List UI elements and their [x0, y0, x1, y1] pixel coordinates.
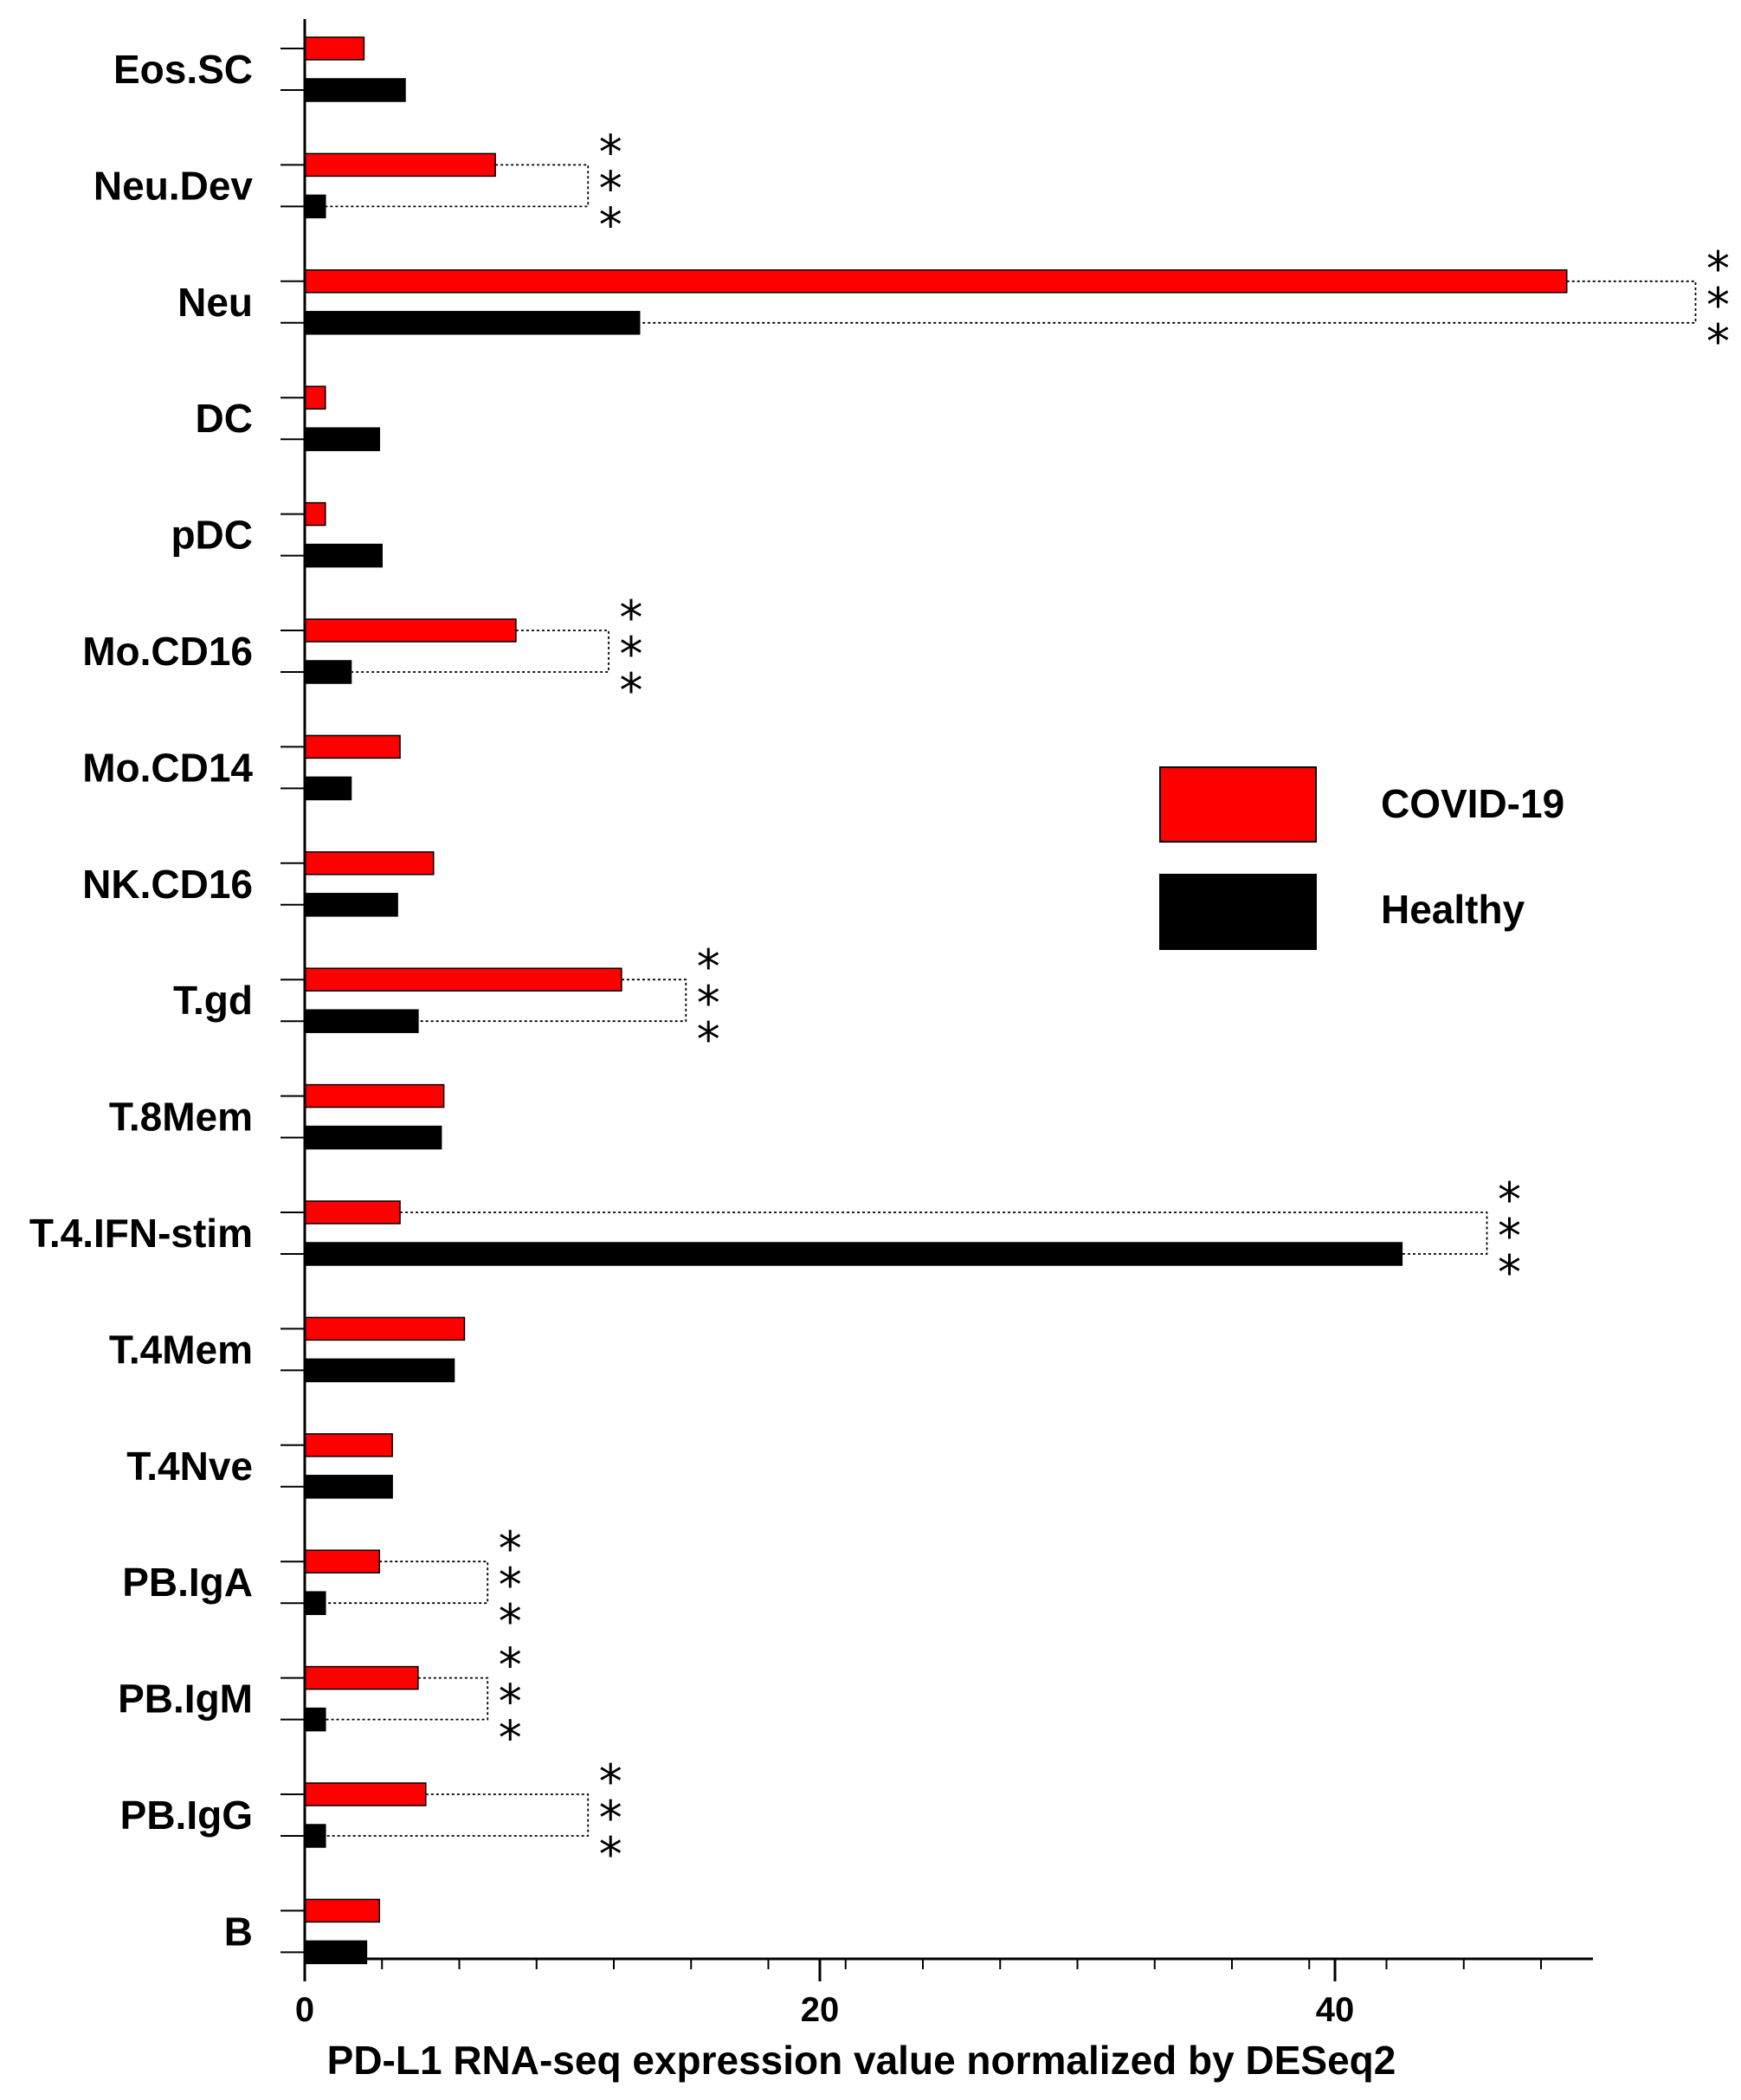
bar-dc-covid-19 — [304, 385, 326, 410]
bar-pb-igg-covid-19 — [304, 1782, 427, 1806]
bar-t-8mem-healthy — [304, 1125, 442, 1150]
significance-label-neu: * * * — [1706, 242, 1730, 369]
bars-layer — [304, 36, 1568, 1965]
x-tick-label-0: 0 — [295, 1991, 314, 2029]
legend: COVID-19 Healthy — [1159, 766, 1564, 950]
bar-neu-healthy — [304, 311, 641, 335]
significance-label-mo-cd16: * * * — [620, 591, 643, 718]
bar-eos-sc-healthy — [304, 78, 406, 102]
category-label-t-gd: T.gd — [173, 978, 253, 1023]
category-label-neu: Neu — [177, 280, 253, 325]
bar-dc-healthy — [304, 427, 381, 451]
significance-bracket-t-gd — [417, 979, 687, 1023]
category-label-pb-igg: PB.IgG — [120, 1793, 253, 1838]
bar-pb-igg-healthy — [304, 1824, 326, 1848]
category-label-b: B — [224, 1909, 253, 1954]
legend-label-covid-19: COVID-19 — [1381, 781, 1564, 826]
bar-pb-igm-healthy — [304, 1707, 326, 1732]
bar-t-4-ifn-stim-covid-19 — [304, 1200, 401, 1224]
bar-neu-covid-19 — [304, 269, 1568, 294]
category-label-nk-cd16: NK.CD16 — [82, 862, 253, 907]
bar-t-4nve-healthy — [304, 1475, 393, 1499]
category-label-mo-cd16: Mo.CD16 — [82, 629, 253, 674]
bar-mo-cd14-covid-19 — [304, 734, 401, 759]
category-label-pdc: pDC — [171, 513, 253, 558]
category-label-t-4-ifn-stim: T.4.IFN-stim — [29, 1211, 253, 1256]
category-label-t-4nve: T.4Nve — [126, 1444, 253, 1489]
category-label-eos-sc: Eos.SC — [113, 47, 253, 92]
category-label-pb-igm: PB.IgM — [118, 1677, 253, 1722]
significance-label-pb-igm: * * * — [499, 1638, 522, 1766]
significance-label-t-gd: * * * — [697, 940, 720, 1067]
bar-neu-dev-healthy — [304, 194, 326, 219]
bar-pb-iga-covid-19 — [304, 1549, 381, 1573]
axes: 0 20 40 — [280, 19, 1593, 2029]
category-label-pb-iga: PB.IgA — [122, 1560, 253, 1605]
significance-label-pb-igg: * * * — [599, 1754, 622, 1882]
significance-bracket-pb-iga — [325, 1560, 489, 1605]
significance-label-pb-iga: * * * — [499, 1522, 522, 1649]
bar-t-4mem-covid-19 — [304, 1316, 466, 1341]
bar-pb-iga-healthy — [304, 1591, 326, 1615]
bar-t-4mem-healthy — [304, 1358, 455, 1383]
bar-pdc-healthy — [304, 543, 383, 568]
category-labels: Eos.SC Neu.Dev Neu DC pDC Mo.CD16 Mo.CD14 NK.CD… — [29, 47, 254, 1954]
x-tick-label-20: 20 — [801, 1991, 840, 2029]
bar-mo-cd14-healthy — [304, 776, 352, 801]
legend-swatch-healthy — [1159, 874, 1317, 950]
significance-bracket-pb-igm — [325, 1677, 489, 1721]
significance-label-t-4-ifn-stim: * * * — [1498, 1173, 1521, 1300]
significance-label-neu-dev: * * * — [599, 125, 622, 252]
significance-layer: * * ** * ** * ** * ** * ** * ** * ** * * — [325, 125, 1730, 1882]
bar-pdc-covid-19 — [304, 501, 326, 527]
bar-t-4-ifn-stim-healthy — [304, 1242, 1403, 1266]
category-label-neu-dev: Neu.Dev — [93, 163, 253, 208]
significance-bracket-t-4-ifn-stim — [400, 1212, 1488, 1255]
bar-nk-cd16-healthy — [304, 893, 398, 917]
category-label-t-4mem: T.4Mem — [109, 1327, 253, 1372]
bar-t-gd-healthy — [304, 1009, 419, 1033]
bar-b-covid-19 — [304, 1898, 381, 1923]
significance-bracket-neu-dev — [325, 164, 590, 208]
bar-t-8mem-covid-19 — [304, 1083, 445, 1108]
significance-bracket-pb-igg — [325, 1793, 590, 1837]
bar-pb-igm-covid-19 — [304, 1665, 419, 1690]
bar-eos-sc-covid-19 — [304, 36, 365, 61]
bar-nk-cd16-covid-19 — [304, 851, 435, 876]
category-label-mo-cd14: Mo.CD14 — [82, 745, 253, 790]
bar-t-gd-covid-19 — [304, 967, 622, 992]
legend-label-healthy: Healthy — [1381, 887, 1525, 932]
significance-bracket-neu — [639, 280, 1697, 324]
legend-swatch-covid-19 — [1159, 766, 1317, 843]
category-label-dc: DC — [196, 396, 253, 441]
x-axis-title: PD-L1 RNA-seq expression value normalize… — [327, 2038, 1396, 2083]
x-tick-label-40: 40 — [1316, 1991, 1355, 2029]
bar-neu-dev-covid-19 — [304, 152, 496, 178]
bar-mo-cd16-healthy — [304, 660, 352, 684]
bar-t-4nve-covid-19 — [304, 1433, 393, 1457]
category-label-t-8mem: T.8Mem — [109, 1095, 253, 1140]
bar-mo-cd16-covid-19 — [304, 618, 517, 643]
